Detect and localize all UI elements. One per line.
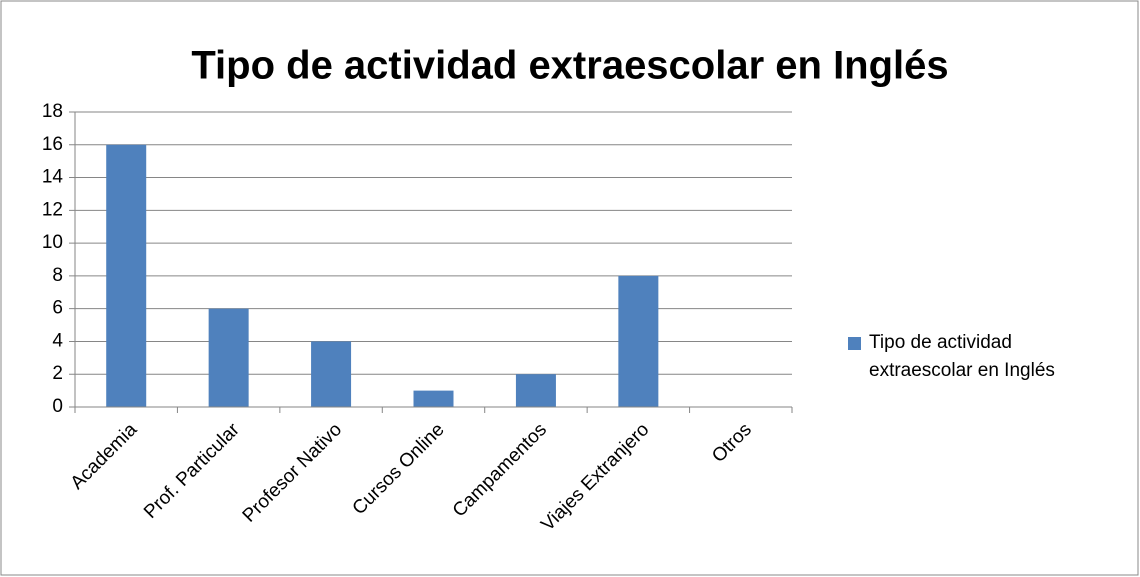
y-tick-label: 8 [52,265,63,286]
legend-swatch [848,337,861,350]
bar [208,308,249,407]
y-tick-label: 10 [42,232,63,253]
y-tick-label: 16 [42,134,63,155]
y-tick-label: 0 [52,396,63,417]
bar [413,390,454,407]
y-tick-label: 6 [52,298,63,319]
bar [311,341,352,407]
y-tick-label: 4 [52,330,63,351]
y-tick-label: 14 [42,167,64,188]
y-tick-label: 18 [42,101,63,122]
bar [515,374,556,407]
bar [618,275,659,407]
y-tick-label: 12 [42,199,63,220]
chart-title: Tipo de actividad extraescolar en Inglés [191,44,948,88]
bar [106,144,147,407]
legend-label: Tipo de actividad extraescolar en Inglés [869,332,1055,381]
y-tick-label: 2 [52,363,63,384]
